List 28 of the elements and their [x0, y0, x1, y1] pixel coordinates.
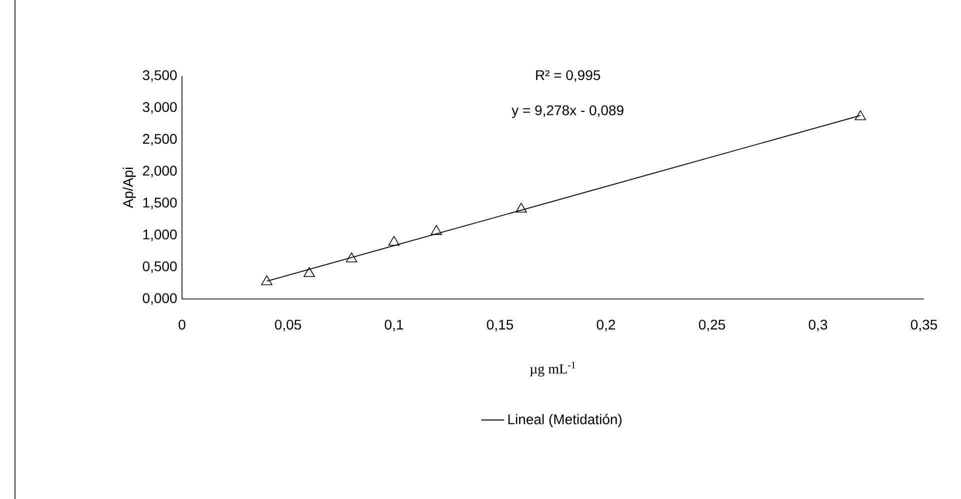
x-tick-label: 0,25 [698, 320, 726, 332]
x-axis-title: µg mL$^{-1}$ [530, 362, 576, 377]
x-tick-label: 0 [178, 320, 186, 330]
point [304, 267, 315, 277]
point [388, 236, 400, 246]
x-tick-label: 0,35 [910, 320, 938, 332]
y-tick-label: 2,500 [142, 134, 177, 146]
x-tick-label: 0,3 [808, 320, 828, 332]
x-tick-label: 0,2 [596, 320, 616, 332]
point [854, 110, 866, 120]
x-tick-label: 0,05 [274, 320, 302, 332]
y-tick-label: 1,500 [143, 198, 177, 210]
y-tick-label: 0,500 [142, 261, 177, 273]
x-tick-label: 0,1 [384, 320, 404, 332]
y-tick-label: 3,000 [142, 102, 177, 114]
point [516, 202, 527, 213]
annotation: R² = 0,995 [536, 70, 600, 82]
y-tick-label: 2,000 [142, 166, 177, 178]
y-tick-label: 1,000 [143, 230, 177, 242]
point [430, 225, 442, 235]
legend-label: Lineal (Metidatión) [508, 414, 622, 428]
y-tick-label: 3,500 [142, 70, 177, 82]
y-axis-title: Ap/Api [122, 168, 136, 208]
point [261, 275, 272, 286]
x-tick-label: 0,15 [486, 320, 514, 332]
annotation: y = 9,278x - 0,089 [512, 105, 624, 118]
y-tick-label: 0,000 [142, 293, 177, 305]
point [346, 252, 358, 262]
